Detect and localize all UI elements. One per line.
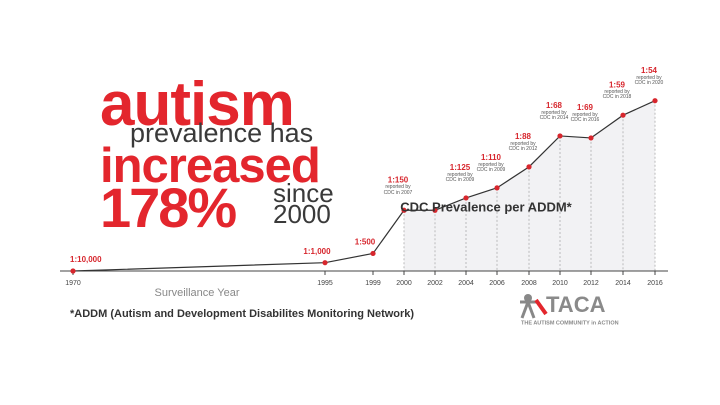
value-note: reported by CDC in 2007 bbox=[383, 184, 413, 196]
point bbox=[70, 268, 76, 274]
value-label: 1:88 bbox=[515, 132, 532, 141]
point bbox=[401, 207, 407, 213]
value-note: reported by CDC in 2018 bbox=[602, 89, 632, 101]
point bbox=[322, 260, 328, 266]
x-tick-label: 2010 bbox=[552, 280, 568, 287]
plot: 1970 1995 1999 2000 2002 2004 2006 2008 2010 2012… bbox=[60, 66, 668, 287]
value-note: reported by CDC in 2009 bbox=[445, 171, 475, 184]
footnote: *ADDM (Autism and Development Disabilite… bbox=[70, 308, 414, 320]
point bbox=[463, 195, 469, 201]
value-note: reported by CDC in 2009 bbox=[476, 161, 506, 174]
x-tick-label: 2012 bbox=[583, 280, 599, 287]
annotation: CDC Prevalence per ADDM* bbox=[400, 199, 572, 214]
headline-year: 2000 bbox=[273, 199, 331, 229]
x-tick-label: 2004 bbox=[458, 280, 474, 287]
value-label: 1:54 bbox=[641, 66, 658, 75]
value-label: 1:150 bbox=[388, 175, 409, 184]
x-tick-label: 1995 bbox=[317, 280, 333, 287]
logo-icon bbox=[520, 300, 536, 319]
x-tick-label: 1970 bbox=[65, 280, 81, 287]
point bbox=[494, 185, 500, 191]
x-tick-label: 1999 bbox=[365, 280, 381, 287]
value-label: 1:59 bbox=[609, 80, 626, 89]
line bbox=[72, 100, 656, 272]
point bbox=[652, 98, 658, 104]
point bbox=[526, 164, 532, 170]
x-tick-label: 2008 bbox=[521, 280, 537, 287]
point bbox=[588, 135, 594, 141]
value-label: 1:69 bbox=[577, 103, 594, 112]
headline-percent: 178% bbox=[100, 176, 237, 239]
logo-tagline: THE AUTISM COMMUNITY in ACTION bbox=[521, 320, 619, 326]
x-tick-label: 2016 bbox=[647, 280, 663, 287]
value-note: reported by CDC in 2014 bbox=[539, 109, 569, 122]
value-label: 1:68 bbox=[546, 101, 563, 110]
value-label: 1:10,000 bbox=[70, 255, 102, 264]
x-tick-label: 2002 bbox=[427, 280, 443, 287]
value-label: 1:125 bbox=[450, 163, 471, 172]
x-tick-label: 2006 bbox=[489, 280, 505, 287]
x-tick-label: 2014 bbox=[615, 280, 631, 287]
value-note: reported by CDC in 2016 bbox=[570, 111, 600, 124]
point bbox=[557, 133, 563, 139]
area-shade bbox=[404, 100, 655, 271]
headline-autism: autism bbox=[100, 70, 295, 139]
point bbox=[370, 250, 376, 257]
value-note: reported by CDC in 2012 bbox=[508, 140, 538, 153]
x-axis-label: Surveillance Year bbox=[154, 287, 239, 299]
logo-name: TACA bbox=[546, 292, 606, 317]
value-label: 1:110 bbox=[481, 153, 502, 162]
logo-icon bbox=[524, 294, 532, 302]
value-label: 1:500 bbox=[355, 238, 376, 247]
headline-increased: increased bbox=[100, 139, 321, 193]
point bbox=[432, 207, 438, 213]
value-note: reported by CDC in 2020 bbox=[634, 74, 664, 86]
logo-icon bbox=[534, 298, 548, 316]
point bbox=[620, 112, 626, 118]
headline-since: since bbox=[273, 178, 334, 208]
logo: TACA THE AUTISM COMMUNITY in ACTION bbox=[520, 292, 619, 326]
headline-prevalence: prevalence has bbox=[130, 118, 314, 148]
value-label: 1:1,000 bbox=[303, 247, 331, 256]
x-tick-label: 2000 bbox=[396, 280, 412, 287]
